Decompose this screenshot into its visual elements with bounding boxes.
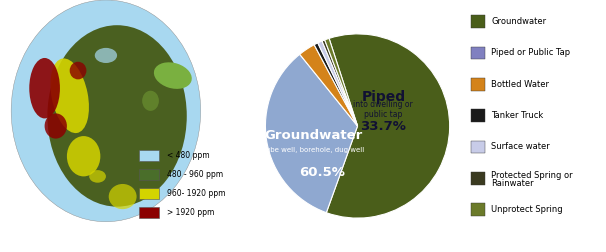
Text: Piped: Piped — [361, 89, 405, 104]
Text: Unprotect Spring: Unprotect Spring — [491, 205, 563, 214]
Text: 960- 1920 ppm: 960- 1920 ppm — [167, 189, 226, 198]
Wedge shape — [300, 45, 358, 126]
Text: tube well, borehole, dug well: tube well, borehole, dug well — [263, 147, 364, 153]
Ellipse shape — [95, 48, 117, 63]
Text: Groundwater: Groundwater — [264, 129, 362, 142]
Ellipse shape — [29, 58, 60, 118]
Text: into dwelling or
public tap: into dwelling or public tap — [353, 100, 413, 119]
Text: > 1920 ppm: > 1920 ppm — [167, 208, 215, 217]
Ellipse shape — [108, 184, 136, 209]
Wedge shape — [318, 41, 358, 126]
Text: Tanker Truck: Tanker Truck — [491, 111, 544, 120]
Text: Groundwater: Groundwater — [491, 17, 547, 26]
Ellipse shape — [47, 25, 187, 207]
Text: 33.7%: 33.7% — [361, 119, 406, 133]
Bar — [471, 15, 485, 28]
Ellipse shape — [142, 91, 159, 111]
Bar — [471, 203, 485, 216]
Bar — [139, 207, 159, 218]
Bar — [139, 188, 159, 199]
Wedge shape — [265, 54, 358, 213]
Text: 60.5%: 60.5% — [299, 166, 345, 179]
Text: Piped or Public Tap: Piped or Public Tap — [491, 48, 571, 57]
Bar — [471, 78, 485, 91]
Text: Surface water: Surface water — [491, 142, 550, 151]
Bar — [471, 141, 485, 153]
Bar — [139, 169, 159, 180]
Wedge shape — [314, 43, 358, 126]
Ellipse shape — [122, 169, 145, 184]
Ellipse shape — [89, 170, 106, 183]
Ellipse shape — [50, 58, 89, 133]
Text: < 480 ppm: < 480 ppm — [167, 151, 210, 160]
Wedge shape — [322, 40, 358, 126]
Ellipse shape — [67, 136, 101, 176]
Text: 480 - 960 ppm: 480 - 960 ppm — [167, 170, 224, 179]
Ellipse shape — [70, 62, 87, 79]
Wedge shape — [327, 34, 450, 218]
Ellipse shape — [11, 0, 201, 222]
Text: Protected Spring or: Protected Spring or — [491, 171, 573, 180]
Text: Rainwater: Rainwater — [491, 179, 534, 188]
Bar — [471, 47, 485, 59]
Wedge shape — [325, 38, 358, 126]
Bar — [139, 150, 159, 161]
Ellipse shape — [154, 62, 191, 89]
Ellipse shape — [45, 113, 67, 139]
Bar — [471, 109, 485, 122]
Bar — [471, 172, 485, 185]
Text: Bottled Water: Bottled Water — [491, 80, 550, 89]
